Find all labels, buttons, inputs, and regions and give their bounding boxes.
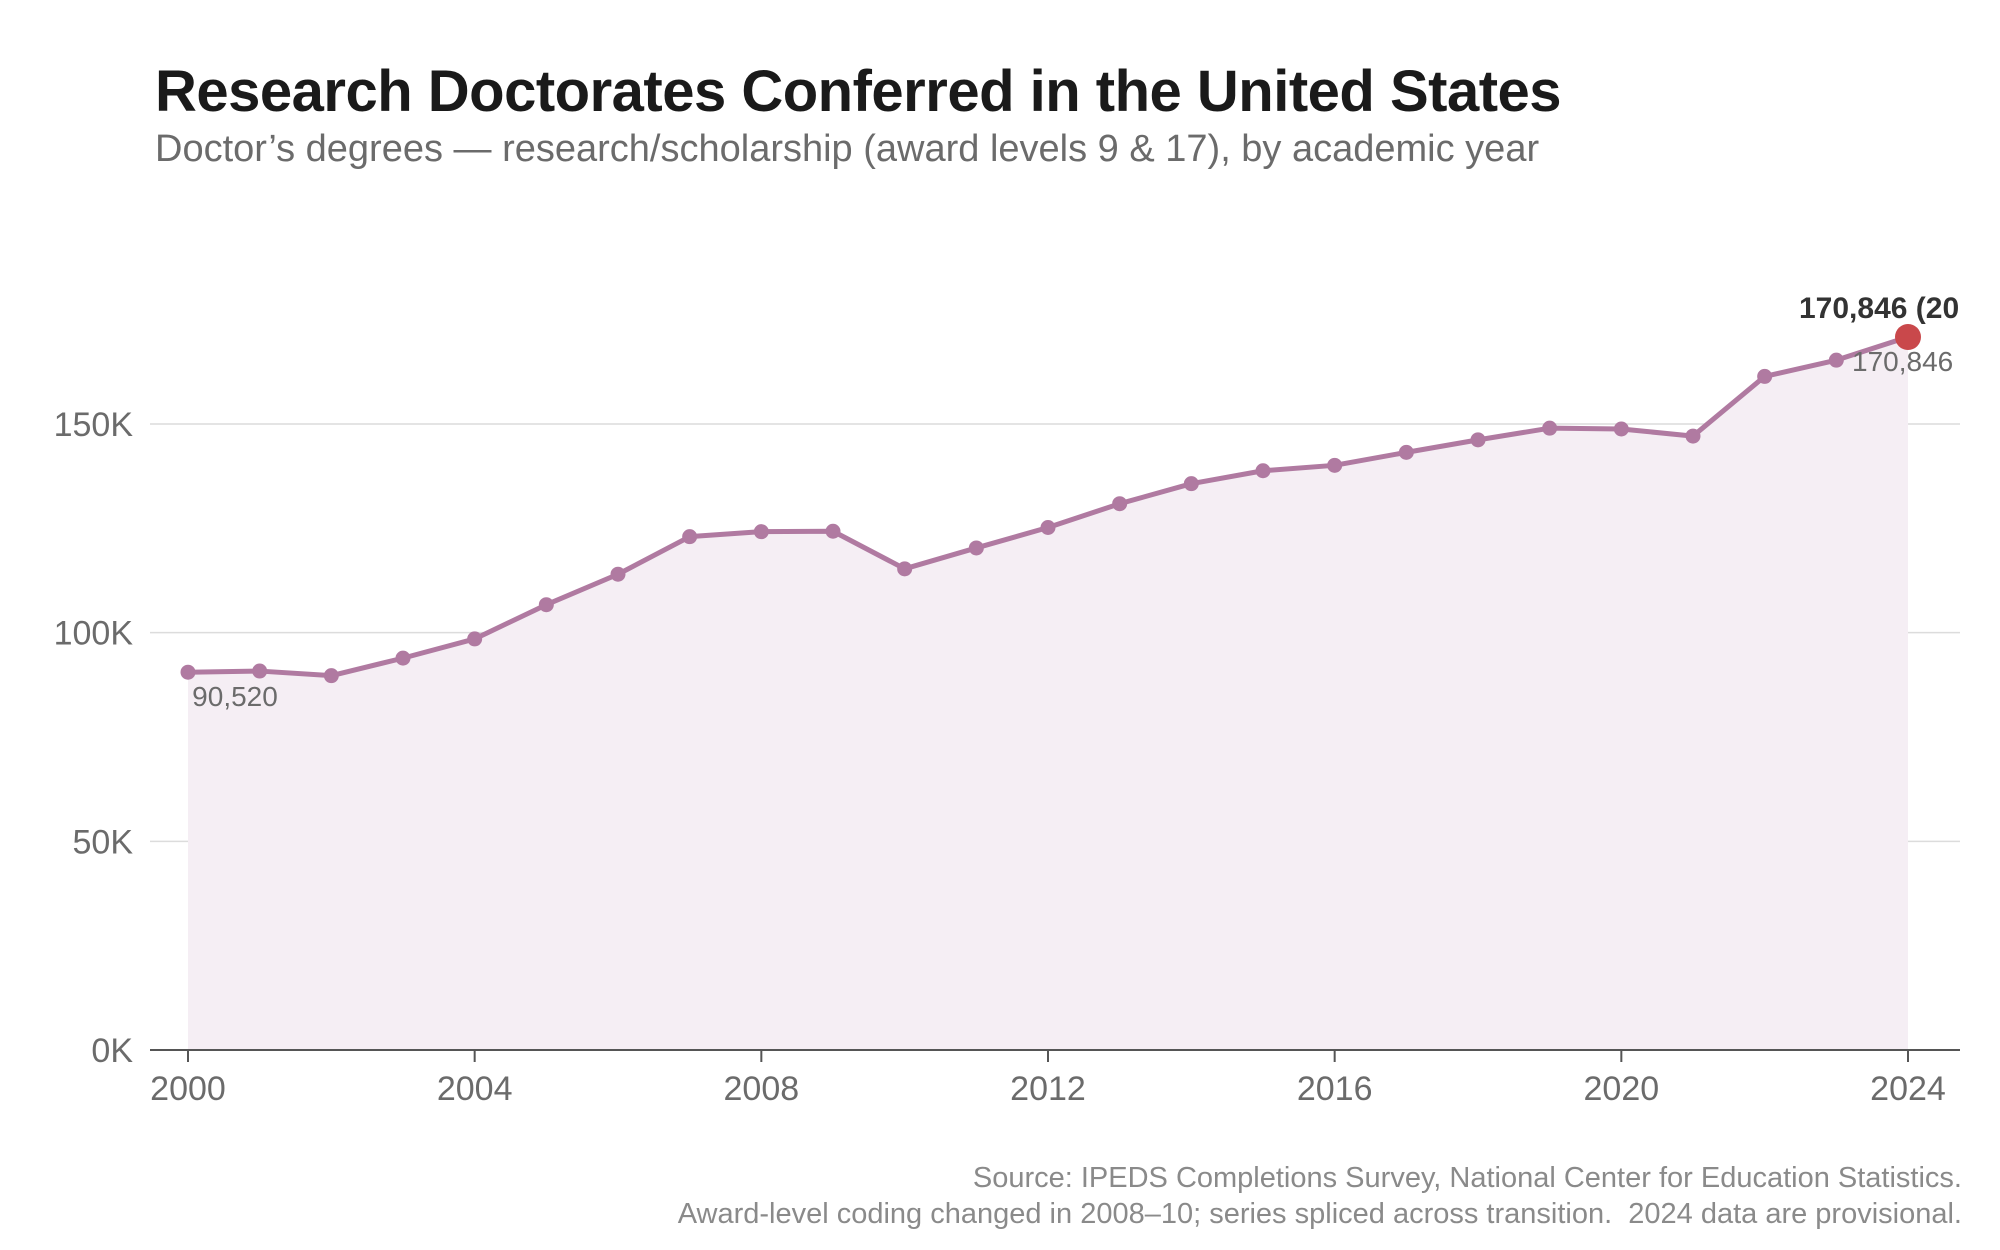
labels: 90,520 170,846 170,846 (2024): [192, 292, 2000, 712]
x-tick-label: 2024: [1870, 1070, 1946, 1108]
y-tick-label: 50K: [73, 823, 134, 861]
x-tick-label: 2016: [1297, 1070, 1373, 1108]
x-tick-label: 2020: [1584, 1070, 1660, 1108]
data-point: [1183, 476, 1199, 492]
highlight-point: [1895, 324, 1921, 351]
data-point: [538, 597, 554, 613]
x-tick-label: 2012: [1010, 1070, 1086, 1108]
area-fill: [188, 337, 1908, 1050]
data-point: [323, 668, 339, 684]
data-point: [1757, 368, 1773, 384]
method-note: Award-level coding changed in 2008–10; s…: [677, 1198, 1962, 1230]
data-point: [1255, 463, 1271, 479]
y-tick-label: 100K: [54, 615, 134, 653]
x-axis: 2000 2004 2008 2012 2016 2020 2024: [150, 1049, 1960, 1108]
series-area: [188, 337, 1908, 1050]
end-value-label: 170,846: [1852, 346, 1953, 377]
data-point: [1398, 444, 1414, 460]
data-point: [897, 561, 913, 577]
source-note: Source: IPEDS Completions Survey, Nation…: [972, 1162, 1962, 1194]
chart-title: Research Doctorates Conferred in the Uni…: [155, 59, 1562, 124]
callout-label: 170,846 (2024): [1799, 292, 2000, 325]
data-point: [753, 524, 769, 540]
x-tick-label: 2004: [437, 1070, 513, 1108]
data-point: [1613, 421, 1629, 437]
data-point: [395, 650, 411, 666]
start-value-label: 90,520: [192, 681, 278, 712]
x-tick-label: 2008: [724, 1070, 800, 1108]
chart-footer: Source: IPEDS Completions Survey, Nation…: [678, 1160, 1962, 1232]
data-point: [610, 566, 626, 582]
data-point: [467, 631, 483, 647]
data-point: [968, 540, 984, 556]
x-tick-label: 2000: [150, 1070, 226, 1108]
data-point: [1828, 352, 1844, 368]
chart-subtitle: Doctor’s degrees — research/scholarship …: [155, 128, 1540, 170]
y-tick-label: 150K: [54, 406, 134, 444]
data-point: [1040, 519, 1056, 535]
data-points: [180, 324, 1921, 684]
data-point: [1470, 432, 1486, 448]
data-point: [1112, 496, 1128, 512]
data-point: [825, 523, 841, 539]
data-point: [1542, 420, 1558, 436]
y-tick-label: 0K: [91, 1032, 133, 1070]
data-point: [1685, 428, 1701, 444]
data-point: [1327, 457, 1343, 473]
data-point: [252, 663, 268, 679]
data-point: [682, 529, 698, 545]
data-point: [180, 664, 196, 680]
